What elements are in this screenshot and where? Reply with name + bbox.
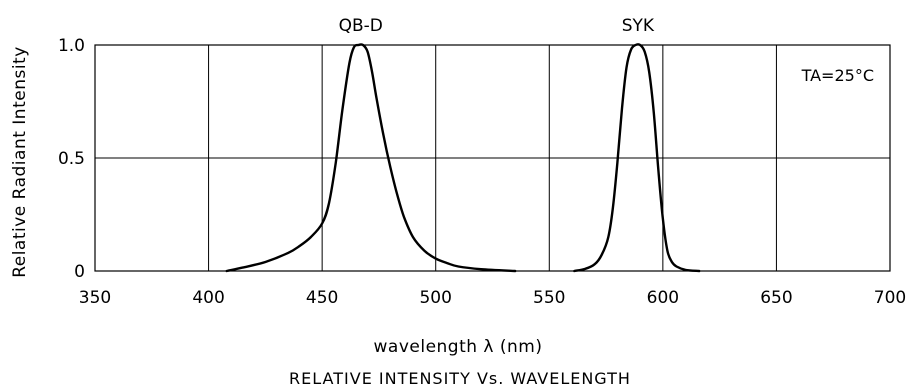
y-tick-label: 0.5 [58, 149, 85, 169]
series-label-qb-d: QB-D [339, 16, 383, 36]
tick-labels: 350 400 450 500 550 600 650 700 0 0.5 1.0 [58, 36, 906, 308]
curves: QB-D SYK [225, 16, 701, 273]
x-tick-label: 700 [874, 288, 906, 308]
x-tick-label: 600 [647, 288, 679, 308]
x-tick-label: 650 [760, 288, 792, 308]
x-tick-label: 400 [192, 288, 224, 308]
curve-syk [573, 43, 701, 273]
y-axis-label: Relative Radiant Intensity [10, 46, 30, 278]
x-tick-label: 450 [306, 288, 338, 308]
x-tick-label: 500 [419, 288, 451, 308]
series-label-syk: SYK [622, 16, 655, 36]
grid-lines [95, 45, 890, 271]
y-tick-label: 0 [74, 262, 85, 282]
x-tick-label: 550 [533, 288, 565, 308]
y-tick-label: 1.0 [58, 36, 85, 56]
x-tick-label: 350 [79, 288, 111, 308]
temperature-annotation: TA=25°C [801, 66, 874, 85]
x-axis-label: wavelength λ (nm) [374, 337, 543, 357]
chart-caption: RELATIVE INTENSITY Vs. WAVELENGTH [289, 369, 631, 388]
curve-qb-d [225, 43, 517, 273]
